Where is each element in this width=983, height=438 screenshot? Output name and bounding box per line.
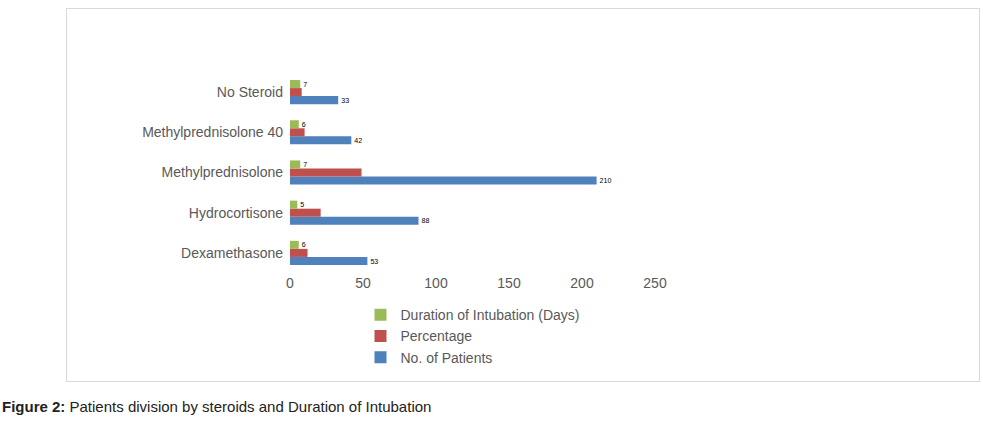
svg-text:100: 100 <box>424 275 448 291</box>
html-text:Figure 2: Patients division by: Figure 2: Patients division by steroids … <box>2 398 432 415</box>
svg-text:50: 50 <box>355 275 371 291</box>
svg-text:0: 0 <box>286 275 294 291</box>
svg-text:Hydrocortisone: Hydrocortisone <box>189 205 283 221</box>
svg-text:88: 88 <box>421 217 429 225</box>
svg-text:6: 6 <box>302 241 306 249</box>
svg-text:200: 200 <box>570 275 594 291</box>
svg-text:Methylprednisolone 40: Methylprednisolone 40 <box>142 124 283 140</box>
svg-text:53: 53 <box>370 258 378 266</box>
svg-text:Duration of Intubation (Days): Duration of Intubation (Days) <box>401 307 580 323</box>
svg-text:Dexamethasone: Dexamethasone <box>181 245 283 261</box>
svg-text:No. of Patients: No. of Patients <box>401 350 493 366</box>
svg-text:210: 210 <box>600 177 612 185</box>
svg-text:250: 250 <box>643 275 667 291</box>
svg-text:7: 7 <box>303 81 307 89</box>
svg-text:42: 42 <box>354 137 362 145</box>
svg-text:6: 6 <box>302 121 306 129</box>
svg-text:5: 5 <box>300 201 304 209</box>
svg-text:Percentage: Percentage <box>401 328 473 344</box>
svg-text:No Steroid: No Steroid <box>217 84 283 100</box>
svg-text:Methylprednisolone: Methylprednisolone <box>162 164 284 180</box>
svg-text:7: 7 <box>303 161 307 169</box>
svg-text:150: 150 <box>497 275 521 291</box>
svg-text:33: 33 <box>341 97 349 105</box>
